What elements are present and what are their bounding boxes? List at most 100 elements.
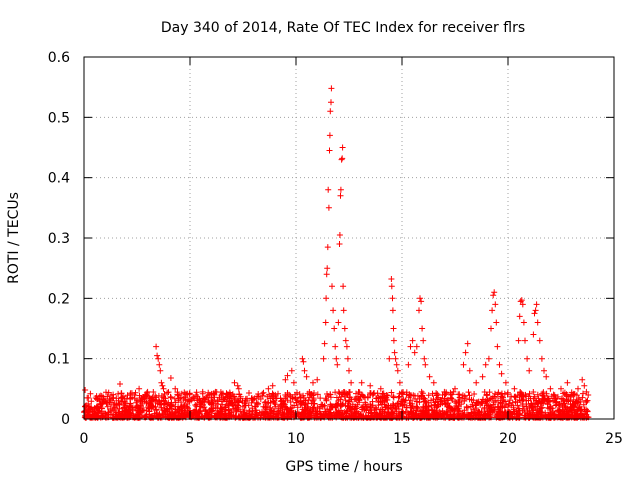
background-point <box>228 400 235 407</box>
background-point <box>403 404 410 411</box>
background-point <box>325 410 332 417</box>
background-point <box>167 393 174 400</box>
data-point <box>421 355 428 362</box>
background-point <box>182 390 189 397</box>
background-point <box>399 391 406 398</box>
data-point <box>321 340 328 347</box>
background-point <box>104 403 111 410</box>
background-point <box>506 397 513 404</box>
background-point <box>195 397 202 404</box>
background-point <box>377 398 384 405</box>
background-point <box>419 410 426 417</box>
data-point <box>413 343 420 350</box>
data-point <box>301 367 308 374</box>
data-point <box>519 301 526 308</box>
data-point <box>405 361 412 368</box>
data-point <box>342 337 349 344</box>
data-point <box>430 379 437 386</box>
background-point <box>272 401 279 408</box>
background-point <box>136 392 143 399</box>
data-point <box>388 276 395 282</box>
background-point <box>225 406 232 413</box>
background-point <box>176 395 182 402</box>
background-point <box>492 390 498 397</box>
background-point <box>484 408 491 415</box>
background-point <box>465 389 472 396</box>
data-point <box>337 192 344 199</box>
background-point <box>471 414 478 421</box>
background-point <box>561 408 568 414</box>
background-point <box>559 396 566 403</box>
background-point <box>354 401 361 408</box>
background-point <box>530 401 536 408</box>
background-point <box>277 407 284 414</box>
background-point <box>356 396 363 403</box>
y-tick-label: 0.4 <box>48 171 70 187</box>
background-point <box>584 397 591 404</box>
background-point <box>427 414 433 421</box>
data-point <box>332 343 339 350</box>
data-point <box>326 147 333 154</box>
data-point <box>492 301 499 308</box>
background-point <box>383 396 390 403</box>
background-point <box>425 403 432 410</box>
background-point <box>343 413 350 420</box>
background-point <box>540 389 547 396</box>
data-point <box>498 370 505 377</box>
background-point <box>212 404 219 411</box>
data-point <box>324 244 331 251</box>
background-point <box>451 407 458 414</box>
data-point <box>524 355 531 362</box>
data-point <box>583 388 590 395</box>
background-point <box>414 392 421 399</box>
background-point <box>178 403 185 410</box>
background-point <box>308 391 315 397</box>
background-point <box>221 396 227 403</box>
background-point <box>323 397 330 404</box>
background-point <box>525 397 532 404</box>
background-point <box>134 397 140 404</box>
background-point <box>246 390 252 396</box>
background-point <box>556 401 563 407</box>
background-point <box>549 408 556 415</box>
data-point <box>341 325 348 332</box>
background-point <box>512 393 519 400</box>
background-point <box>413 407 420 414</box>
background-point <box>317 395 324 402</box>
background-point <box>580 390 586 397</box>
background-point <box>340 391 347 398</box>
background-point <box>282 403 288 410</box>
background-point <box>550 397 556 404</box>
background-point <box>295 410 302 417</box>
background-point <box>242 397 249 404</box>
background-point <box>270 398 277 404</box>
data-point <box>367 382 374 389</box>
background-point <box>418 393 425 400</box>
data-point <box>441 388 448 395</box>
data-point <box>533 301 540 308</box>
grid-lines <box>84 57 614 419</box>
data-point <box>485 355 492 362</box>
background-point <box>329 403 336 410</box>
background-point <box>243 410 250 417</box>
background-point <box>182 397 189 404</box>
data-point <box>160 385 167 392</box>
background-point <box>171 395 178 402</box>
data-point <box>558 385 564 392</box>
background-point <box>153 394 160 401</box>
background-point <box>367 403 374 410</box>
background-point <box>94 409 101 416</box>
background-point <box>84 413 91 420</box>
background-point <box>237 393 244 400</box>
data-point <box>489 307 496 314</box>
background-point <box>157 401 164 408</box>
background-point <box>487 395 494 402</box>
data-point <box>235 385 242 392</box>
data-point <box>290 379 297 386</box>
background-point <box>143 407 150 414</box>
x-tick-label: 0 <box>80 431 89 447</box>
background-point <box>400 409 407 416</box>
y-tick-label: 0.1 <box>48 352 70 368</box>
background-point <box>355 389 362 395</box>
data-point <box>462 349 469 356</box>
